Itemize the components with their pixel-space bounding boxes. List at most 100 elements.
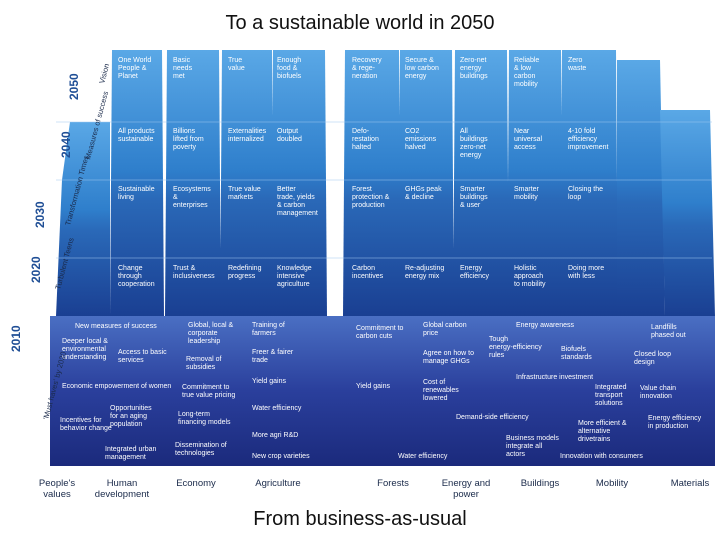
must-have-item: More agri R&D	[252, 432, 298, 439]
stage-label: Vision	[97, 63, 111, 85]
must-have-item: Biofuels standards	[561, 346, 592, 361]
must-have-item: Training of farmers	[252, 322, 285, 337]
column-label: Agriculture	[255, 478, 300, 489]
measures-cell: Billions lifted from poverty	[173, 128, 204, 151]
must-have-item: Water efficiency	[398, 453, 448, 460]
turbulent-cell: Doing more with less	[567, 265, 604, 280]
transformation-cell: Sustainable living	[118, 186, 155, 201]
vision-cell: One World People & Planet	[118, 57, 151, 80]
column-band	[220, 50, 274, 316]
must-have-item: Closed loop design	[634, 351, 671, 366]
page-title: To a sustainable world in 2050	[225, 12, 495, 34]
vision-cell: Zero-net energy buildings	[460, 57, 488, 80]
must-have-item: Business models integrate all actors	[506, 435, 559, 458]
transformation-cell: Better trade, yields & carbon management	[277, 186, 318, 217]
measures-cell: All buildings zero-net energy	[460, 128, 488, 159]
must-have-item: Integrated transport solutions	[595, 384, 627, 407]
column-band	[560, 50, 618, 316]
must-have-item: More efficient & alternative drivetrains	[578, 420, 627, 443]
must-have-item: Integrated urban management	[105, 446, 156, 461]
column-label: People's values	[39, 478, 75, 500]
turbulent-cell: Trust & inclusiveness	[173, 265, 215, 280]
must-have-item: New measures of success	[75, 323, 157, 330]
transformation-cell: True value markets	[228, 186, 261, 201]
transformation-cell: Smarter buildings & user	[460, 186, 488, 209]
must-have-item: Tough energy-efficiency rules	[489, 336, 542, 359]
measures-cell: Externalities internalized	[228, 128, 267, 143]
column-label: Human development	[95, 478, 150, 500]
must-have-item: Long-term financing models	[178, 411, 231, 426]
transformation-cell: Ecosystems & enterprises	[173, 186, 211, 209]
column-label: Mobility	[596, 478, 628, 489]
measures-cell: Output doubled	[277, 128, 302, 143]
column-bands	[56, 50, 715, 316]
year-marker: 2030	[33, 201, 47, 228]
vision-cell: Reliable & low carbon mobility	[514, 57, 539, 88]
transformation-cell: GHGs peak & decline	[405, 186, 442, 201]
must-have-item: Agree on how to manage GHGs	[423, 350, 474, 365]
column-band	[165, 50, 221, 316]
column-band	[453, 50, 509, 316]
turbulent-cell: Change through cooperation	[118, 265, 155, 288]
turbulent-cell: Energy efficiency	[460, 265, 490, 280]
must-have-item: Opportunities for an aging population	[110, 405, 152, 428]
column-band	[271, 50, 327, 316]
column-band	[56, 122, 110, 316]
turbulent-cell: Carbon incentives	[352, 265, 384, 280]
must-have-item: Energy efficiency in production	[648, 415, 702, 430]
must-have-item: Yield gains	[252, 378, 286, 385]
column-band	[660, 110, 715, 316]
year-marker: 2050	[67, 73, 81, 100]
must-have-item: Freer & fairer trade	[252, 349, 294, 364]
measures-cell: CO2 emissions halved	[405, 128, 437, 151]
must-have-item: Global, local & corporate leadership	[188, 322, 233, 345]
must-have-item: Energy awareness	[516, 322, 574, 329]
year-marker: 2020	[29, 256, 43, 283]
turbulent-cell: Redefining progress	[228, 265, 262, 280]
must-have-item: Cost of renewables lowered	[423, 379, 459, 402]
must-have-item: Economic empowerment of women	[62, 383, 171, 390]
year-marker: 2010	[9, 325, 23, 352]
must-haves-band	[50, 316, 715, 466]
column-band	[507, 50, 563, 316]
must-have-item: Commitment to true value pricing	[182, 384, 235, 399]
must-have-item: Dissemination of technologies	[175, 442, 227, 457]
must-have-item: Demand-side efficiency	[456, 414, 529, 421]
vision-cell: Enough food & biofuels	[277, 57, 302, 80]
measures-cell: All products sustainable	[118, 128, 155, 143]
column-band	[343, 50, 401, 316]
column-label: Buildings	[521, 478, 560, 489]
turbulent-cell: Knowledge intensive agriculture	[277, 265, 312, 288]
must-have-item: Deeper local & environmental understanding	[62, 338, 108, 361]
vision-cell: True value	[228, 57, 245, 72]
must-have-item: Value chain innovation	[640, 385, 676, 400]
year-marker: 2040	[59, 131, 73, 158]
must-have-item: Infrastructure investment	[516, 374, 593, 381]
must-have-item: Water efficiency	[252, 405, 302, 412]
must-have-item: Removal of subsidies	[186, 356, 221, 371]
must-have-item: Incentives for behavior change	[60, 417, 112, 432]
column-band	[110, 50, 164, 316]
must-have-item: Global carbon price	[423, 322, 467, 337]
transformation-cell: Smarter mobility	[514, 186, 540, 201]
must-have-item: Yield gains	[356, 383, 390, 390]
must-have-item: Commitment to carbon cuts	[356, 325, 404, 340]
vision-cell: Recovery & rege-neration	[352, 57, 382, 80]
column-label: Energy and power	[442, 478, 491, 500]
measures-cell: 4-10 fold efficiency improvement	[568, 128, 609, 151]
transformation-cell: Forest protection & production	[352, 186, 390, 209]
column-label: Materials	[671, 478, 710, 489]
must-have-item: Landfills phased out	[651, 324, 686, 339]
turbulent-cell: Re-adjusting energy mix	[405, 265, 444, 280]
must-have-item: Innovation with consumers	[560, 453, 643, 460]
measures-cell: Defo-restation halted	[352, 128, 379, 151]
must-have-item: Access to basic services	[118, 349, 167, 364]
must-have-item: New crop varieties	[252, 453, 310, 460]
vision-cell: Basic needs met	[173, 57, 193, 80]
measures-cell: Near universal access	[514, 128, 542, 151]
turbulent-cell: Holistic approach to mobility	[514, 265, 546, 288]
vision-cell: Secure & low carbon energy	[405, 57, 439, 80]
footer-caption: From business-as-usual	[253, 508, 467, 530]
transformation-cell: Closing the loop	[568, 186, 603, 201]
